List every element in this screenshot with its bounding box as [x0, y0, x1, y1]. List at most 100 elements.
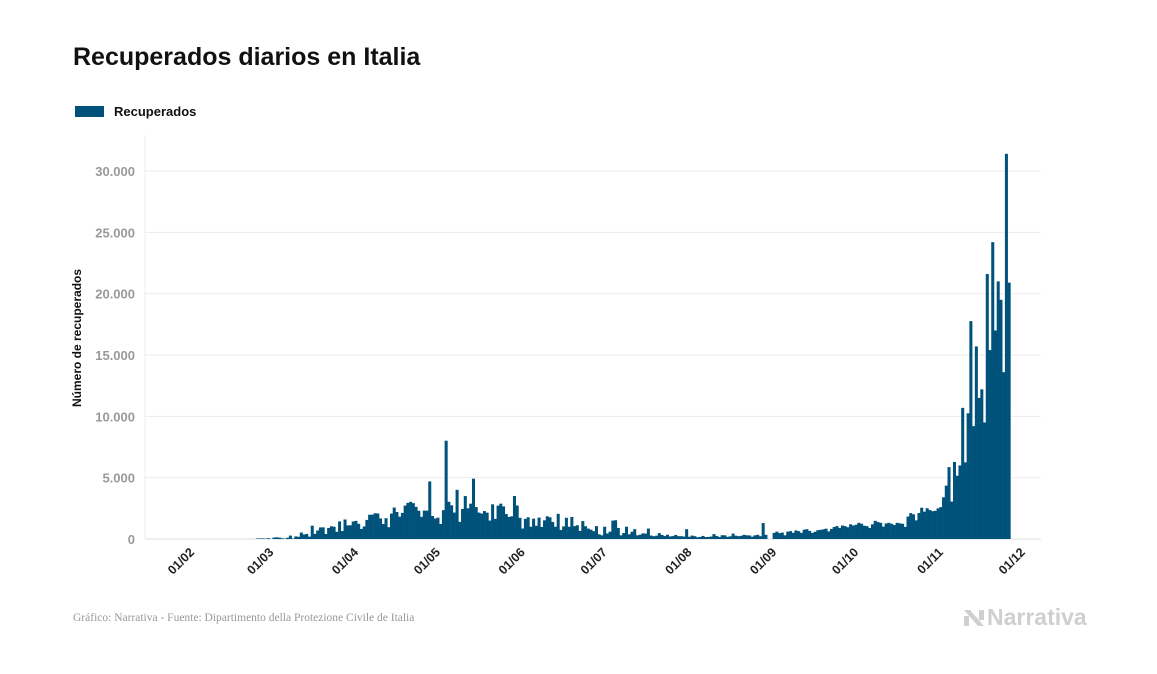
- bar: [266, 538, 271, 539]
- bar: [884, 523, 888, 539]
- legend-swatch: [75, 106, 104, 117]
- bar: [455, 489, 459, 539]
- bar: [327, 528, 331, 539]
- bar: [258, 538, 262, 539]
- bar: [879, 522, 883, 539]
- bar: [816, 530, 820, 539]
- bar: [291, 538, 295, 539]
- bar: [471, 478, 475, 539]
- bar: [920, 507, 924, 539]
- bar: [764, 534, 768, 539]
- bar: [887, 522, 891, 539]
- bar: [955, 475, 959, 539]
- bar: [589, 529, 593, 539]
- bar: [687, 536, 691, 539]
- bar: [630, 531, 634, 539]
- bar: [854, 524, 858, 539]
- bar: [491, 504, 495, 539]
- bar: [351, 521, 355, 539]
- bar: [573, 526, 577, 539]
- bar: [756, 534, 760, 539]
- bar: [644, 533, 648, 539]
- y-tick-label: 15.000: [95, 348, 135, 363]
- bar: [458, 521, 462, 539]
- bar: [685, 529, 689, 539]
- bar: [783, 535, 787, 539]
- bar: [570, 516, 574, 539]
- bar: [944, 485, 948, 539]
- bar: [614, 520, 618, 539]
- bar: [559, 529, 563, 539]
- bar: [985, 274, 989, 539]
- bar: [316, 530, 320, 539]
- bar: [343, 519, 347, 539]
- bar: [734, 535, 738, 539]
- x-tick-label: 01/12: [996, 545, 1028, 577]
- bar: [400, 512, 404, 539]
- bar: [761, 523, 765, 539]
- bar: [466, 508, 470, 539]
- bar: [1002, 372, 1006, 539]
- bar: [461, 508, 465, 539]
- bar: [272, 537, 276, 539]
- bar: [504, 514, 508, 539]
- bar: [983, 422, 987, 539]
- bar: [488, 520, 492, 539]
- bar: [901, 523, 905, 539]
- narrativa-logo-icon: [964, 609, 984, 626]
- bar: [324, 534, 328, 539]
- bar: [704, 537, 708, 539]
- bar: [452, 512, 456, 539]
- bar: [545, 516, 549, 539]
- bar: [947, 467, 951, 539]
- bar: [529, 526, 533, 539]
- bar: [348, 525, 353, 539]
- bar: [660, 534, 664, 539]
- bar: [594, 526, 598, 539]
- bar: [329, 526, 333, 539]
- bar: [942, 497, 946, 539]
- bar: [430, 516, 434, 539]
- bar: [778, 533, 782, 539]
- bar: [652, 536, 656, 539]
- y-axis-label: Número de recuperados: [70, 269, 84, 407]
- bar: [359, 528, 363, 539]
- bar: [439, 523, 443, 539]
- bar: [802, 529, 806, 539]
- bar: [512, 496, 516, 539]
- bar: [288, 535, 292, 539]
- bar: [638, 534, 642, 539]
- bar: [709, 536, 713, 539]
- bar: [398, 516, 402, 539]
- legend: Recuperados: [75, 104, 196, 119]
- bar: [952, 461, 956, 539]
- bar: [381, 523, 385, 539]
- y-tick-label: 0: [128, 532, 135, 547]
- bar: [635, 535, 639, 539]
- bar: [775, 531, 779, 539]
- narrativa-logo: Narrativa: [963, 604, 1087, 631]
- x-tick-label: 01/11: [914, 545, 946, 577]
- bar: [909, 513, 913, 539]
- bar: [575, 525, 579, 539]
- bar: [808, 530, 812, 539]
- bar: [368, 514, 372, 539]
- bar: [600, 535, 604, 539]
- bar: [840, 525, 844, 539]
- bar: [534, 525, 538, 539]
- bar: [370, 514, 374, 539]
- bar: [977, 397, 981, 539]
- bar: [373, 513, 377, 539]
- bar: [780, 532, 784, 539]
- bar: [748, 535, 752, 539]
- bar: [540, 526, 544, 539]
- bar: [354, 520, 358, 539]
- bar: [447, 501, 451, 539]
- bar: [772, 532, 776, 539]
- bar: [821, 529, 825, 539]
- bar: [980, 389, 984, 539]
- bar: [332, 526, 336, 539]
- bar: [914, 520, 918, 539]
- bar: [395, 512, 399, 539]
